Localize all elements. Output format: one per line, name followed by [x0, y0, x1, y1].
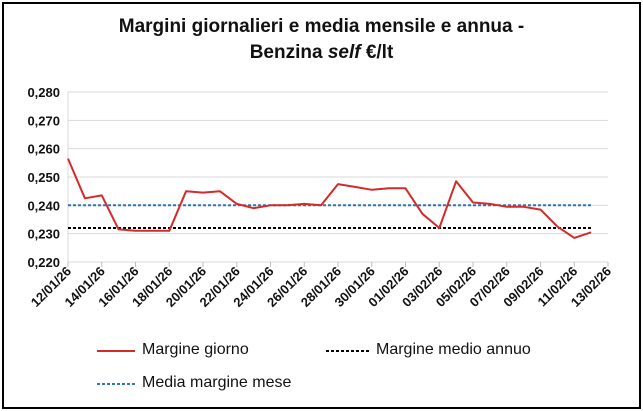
series-line-0: [67, 158, 592, 239]
chart-title-line2-prefix: Benzina: [249, 42, 328, 63]
y-tick-label: 0,280: [27, 85, 60, 100]
gridlines: [67, 91, 608, 263]
chart-title-line1: Margini giornalieri e media mensile e an…: [118, 16, 525, 37]
y-tick-label: 0,220: [27, 255, 60, 270]
y-tick-label: 0,230: [27, 227, 60, 242]
y-tick-label: 0,240: [27, 198, 60, 213]
chart-title: Margini giornalieri e media mensile e an…: [0, 14, 643, 66]
legend: [97, 350, 371, 385]
y-tick-label: 0,250: [27, 170, 60, 185]
y-axis-ticks: 0,220 0,230 0,240 0,250 0,260 0,270 0,280: [27, 85, 60, 270]
x-axis-ticks: 12/01/2614/01/2616/01/2618/01/2620/01/26…: [28, 262, 614, 310]
series-lines: [67, 158, 592, 239]
legend-label: Media margine mese: [142, 374, 292, 391]
y-tick-label: 0,260: [27, 142, 60, 157]
y-tick-label: 0,270: [27, 113, 60, 128]
legend-label: Margine giorno: [142, 341, 249, 358]
chart-title-line2-suffix: €/lt: [360, 42, 394, 63]
legend-label: Margine medio annuo: [376, 341, 531, 358]
chart-title-line2: Benzina self €/lt: [0, 40, 643, 66]
chart-title-line2-italic: self: [327, 42, 361, 63]
